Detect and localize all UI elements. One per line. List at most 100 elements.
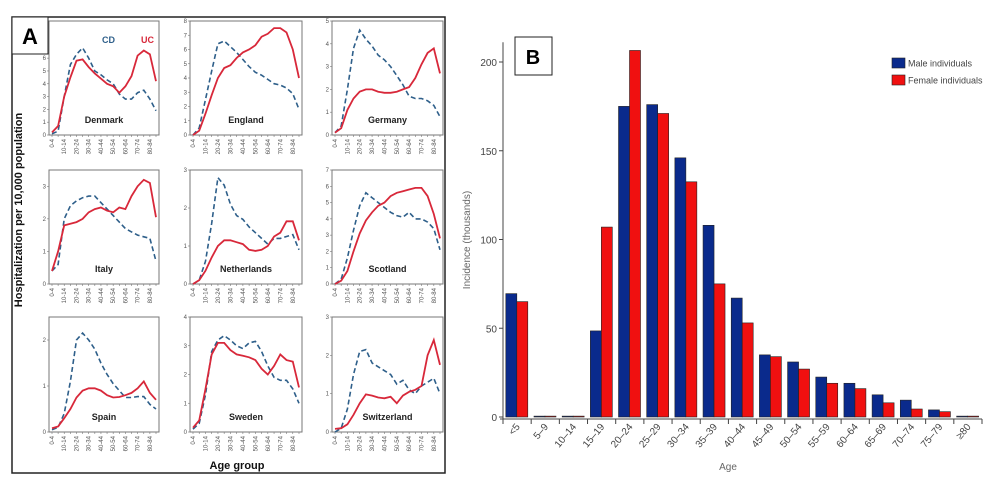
x-tick-label: 55–59	[806, 422, 833, 451]
y-tick-label: 0	[326, 133, 330, 139]
cd-line	[51, 331, 157, 431]
y-tick-label: 0	[326, 282, 330, 288]
y-tick-label: 0	[326, 430, 330, 436]
x-tick-label: 30-34	[370, 287, 376, 303]
x-tick-label: 80-84	[432, 138, 438, 154]
uc-line	[192, 341, 300, 429]
cd-line	[334, 28, 441, 134]
y-tick-label: 6	[184, 48, 188, 54]
y-tick-label: 7	[184, 33, 188, 39]
x-tick-label: 80-84	[148, 138, 154, 154]
x-tick-label: 30-34	[87, 138, 93, 154]
male-bar	[787, 361, 799, 418]
y-tick-label: 200	[480, 58, 497, 69]
y-tick-label: 2	[326, 249, 330, 255]
uc-line	[334, 337, 441, 430]
panel-a: 0 1 2 3 4 5 6 0-4 10-14 20-24 30-34 40-44 50-54 60-64…	[43, 19, 444, 451]
uc-line	[334, 46, 441, 134]
male-bar	[815, 376, 828, 418]
x-tick-label: 40-44	[99, 138, 105, 154]
x-tick-label: 40-44	[382, 138, 388, 154]
y-tick-label: 1	[43, 120, 47, 126]
legend-swatch-female	[891, 74, 906, 86]
uc-line	[51, 178, 157, 272]
y-tick-label: 0	[43, 133, 47, 139]
x-tick-label: 20-24	[74, 435, 80, 451]
x-tick-label: 0-4	[50, 287, 56, 296]
y-tick-label: 4	[326, 42, 330, 48]
x-tick-label: 70-74	[278, 435, 284, 451]
y-tick-label: 5	[43, 69, 47, 75]
x-tick-label: 50-54	[395, 138, 401, 154]
subplot-title: Spain	[92, 412, 117, 422]
male-bar	[871, 394, 884, 418]
panel-a-y-axis-label: Hospitalization per 10,000 population	[13, 113, 25, 308]
y-tick-label: 1	[326, 266, 330, 272]
y-tick-label: 1	[43, 384, 47, 390]
x-tick-label: 70-74	[419, 287, 425, 303]
x-tick-label: 10-14	[62, 435, 68, 451]
x-tick-label: 50-54	[111, 435, 117, 451]
x-tick-label: 40–44	[722, 422, 749, 451]
y-tick-label: 1	[326, 392, 330, 398]
subplot-sweden: 0 1 2 3 4 0-4 10-14 20-24 30-34 40-44 50-54 60-64 70…	[184, 315, 303, 451]
subplot-frame	[331, 169, 444, 285]
subplot-title: Switzerland	[362, 412, 412, 422]
y-tick-label: 0	[43, 282, 47, 288]
subplot-italy: 0 1 2 3 0-4 10-14 20-24 30-34 40-44 50-54 60-64 70-…	[43, 169, 160, 303]
x-tick-label: 0-4	[333, 287, 339, 296]
uc-line	[51, 49, 157, 134]
x-tick-label: 80-84	[291, 287, 297, 303]
x-tick-label: 80-84	[432, 435, 438, 451]
panel-b-x-axis-label: Age	[719, 462, 737, 473]
x-tick-label: 20-24	[74, 138, 80, 154]
x-tick-label: 45–49	[750, 422, 777, 451]
x-tick-label: 40-44	[241, 138, 247, 154]
y-tick-label: 2	[184, 105, 188, 111]
female-bar	[601, 226, 613, 418]
x-tick-label: 60-64	[407, 435, 413, 451]
legend-swatch-male	[891, 57, 906, 69]
y-tick-label: 3	[184, 344, 188, 350]
x-tick-label: 10-14	[345, 435, 351, 451]
x-tick-label: 30-34	[228, 435, 234, 451]
x-tick-label: 10-14	[62, 138, 68, 154]
panel-b-legend: Male individuals Female individuals	[891, 57, 983, 86]
y-tick-label: 3	[43, 95, 47, 101]
male-bar	[759, 354, 771, 418]
x-tick-label: 50-54	[395, 287, 401, 303]
x-tick-label: 60-64	[407, 138, 413, 154]
y-tick-label: 5	[326, 201, 330, 207]
x-tick-label: 60-64	[266, 138, 272, 154]
x-tick-label: 40-44	[382, 287, 388, 303]
x-tick-label: 35–39	[694, 422, 721, 451]
male-bar	[843, 382, 856, 418]
x-tick-label: 20-24	[216, 435, 222, 451]
x-tick-label: 65–69	[863, 422, 890, 451]
y-tick-label: 3	[326, 65, 330, 71]
cd-line	[51, 46, 157, 135]
x-tick-label: 60-64	[407, 287, 413, 303]
male-bar	[702, 225, 715, 418]
female-bar	[967, 415, 979, 418]
y-tick-label: 3	[184, 90, 188, 96]
x-tick-label: 10-14	[203, 138, 209, 154]
y-tick-label: 150	[480, 147, 497, 158]
y-tick-label: 4	[184, 76, 188, 82]
subplot-title: England	[228, 115, 264, 125]
x-tick-label: 60-64	[123, 435, 129, 451]
x-tick-label: 20-24	[358, 435, 364, 451]
panel-b-label-box	[514, 36, 553, 76]
male-bar	[730, 297, 743, 418]
y-tick-label: 3	[184, 168, 188, 174]
subplot-scotland: 0 1 2 3 4 5 6 7 0-4 10-14 20-24 30-34 40-44 50-54 60-6…	[326, 168, 444, 303]
male-bar	[561, 415, 574, 418]
x-tick-label: 10-14	[203, 287, 209, 303]
x-tick-label: 40-44	[241, 287, 247, 303]
x-tick-label: 50-54	[111, 287, 117, 303]
x-tick-label: 50-54	[253, 138, 259, 154]
x-tick-label: 50-54	[253, 287, 259, 303]
male-bar	[674, 157, 687, 418]
x-tick-label: 75–79	[919, 422, 946, 451]
male-bar	[928, 409, 940, 418]
